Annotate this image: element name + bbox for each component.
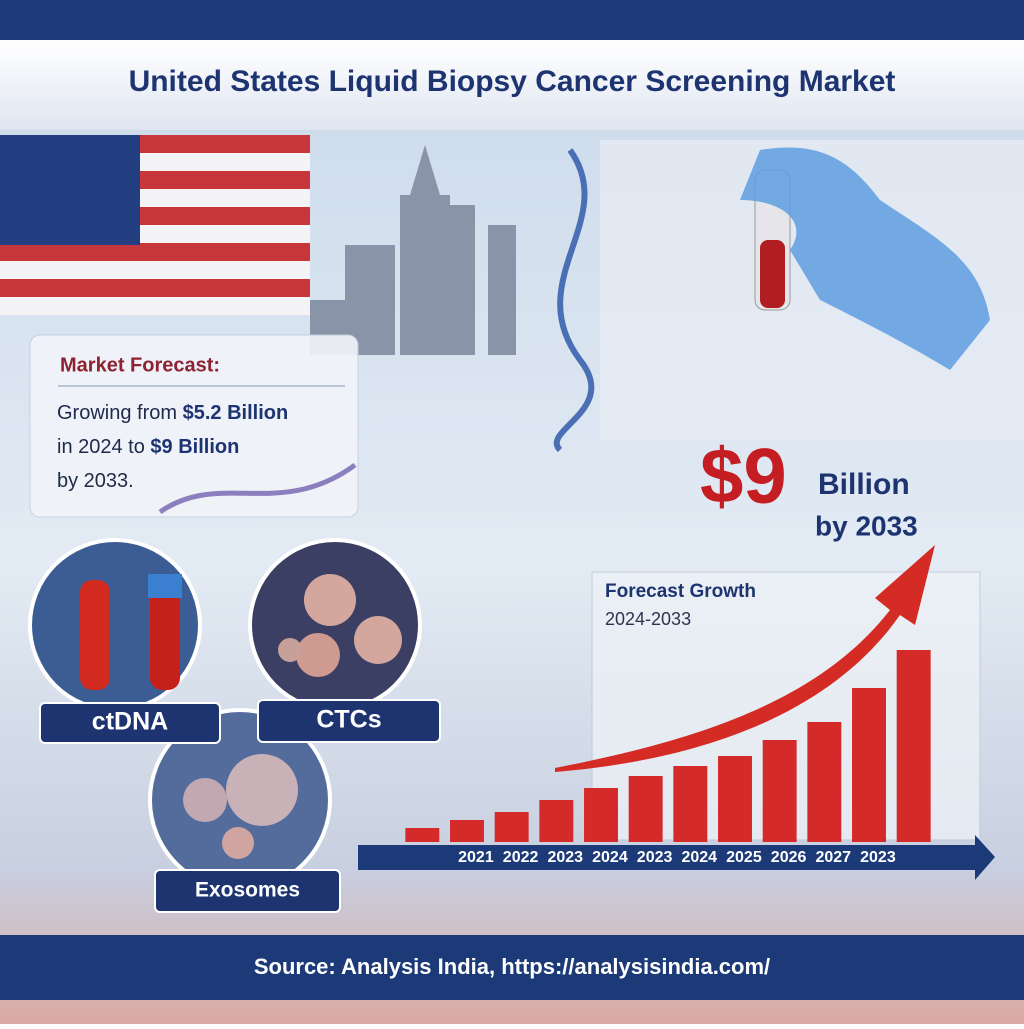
forecast-figure: $5.2 Billion (183, 402, 289, 424)
forecast-box (29, 334, 359, 518)
bar (852, 688, 886, 842)
forecast-line: Growing from $5.2 Billion (57, 402, 288, 424)
glove (740, 147, 990, 370)
highlight-unit: Billion (818, 468, 910, 501)
bar (450, 820, 484, 842)
biomarker-label: CTCs (316, 706, 381, 734)
forecast-line: by 2033. (57, 470, 134, 492)
bar (718, 756, 752, 842)
x-tick-label: 2025 (726, 849, 762, 866)
title: United States Liquid Biopsy Cancer Scree… (129, 65, 896, 98)
bar (807, 722, 842, 842)
footer-band (0, 935, 1024, 1000)
bar (628, 776, 663, 842)
top-band (0, 0, 1024, 40)
dna-helix (553, 148, 595, 453)
x-axis-arrow (358, 835, 995, 880)
chart-title: Forecast Growth (605, 581, 756, 602)
highlight-year: by 2033 (815, 510, 918, 541)
forecast-text: Growing from $5.2 Billion in 2024 to $9 B… (57, 402, 288, 492)
dna-decoration (158, 462, 357, 515)
x-tick-label: 2026 (771, 849, 807, 866)
forecast-line: in 2024 to $9 Billion (57, 436, 239, 458)
biomarker-label-box (39, 702, 221, 744)
forecast-phrase: Growing from (57, 402, 183, 424)
forecast-phrase: in 2024 to (57, 436, 150, 458)
biomarker-label: ctDNA (92, 708, 168, 736)
x-tick-label: 2021 (458, 849, 494, 866)
bar (762, 740, 797, 842)
blood (760, 240, 785, 308)
bar (539, 800, 574, 842)
bar (584, 788, 618, 842)
biomarker-label-box (257, 699, 441, 743)
bar (673, 766, 708, 842)
growth-arrow (555, 545, 935, 772)
x-tick-label: 2023 (860, 849, 896, 866)
x-tick-label: 2023 (547, 849, 583, 866)
forecast-heading: Market Forecast: (60, 354, 220, 376)
x-tick-label: 2024 (592, 849, 628, 866)
x-tick-label: 2023 (637, 849, 673, 866)
source: Source: Analysis India, https://analysis… (254, 954, 770, 979)
bar (405, 828, 440, 842)
title-band (0, 40, 1024, 130)
exosomes-illustration (148, 708, 332, 892)
ctcs-illustration (248, 538, 422, 712)
highlight-amount: $9 (700, 432, 787, 520)
ctdna-illustration (28, 538, 202, 712)
bar (494, 812, 529, 842)
flag (0, 135, 310, 315)
bar (896, 650, 931, 842)
biomarker-label: Exosomes (195, 879, 300, 902)
x-tick-label: 2022 (503, 849, 539, 866)
chart-subtitle: 2024-2033 (605, 609, 691, 629)
forecast-phrase: by 2033. (57, 470, 134, 492)
forecast-figure: $9 Billion (150, 436, 239, 458)
biomarker-label-box (154, 869, 341, 913)
x-tick-label: 2024 (681, 849, 717, 866)
x-tick-label: 2027 (815, 849, 851, 866)
